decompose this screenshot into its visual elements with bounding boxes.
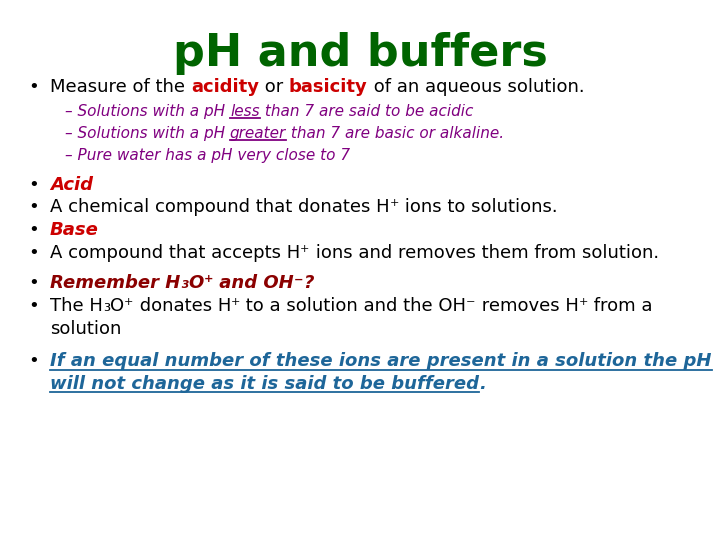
Text: less: less [230,104,260,119]
Text: •: • [28,274,39,292]
Text: will not change as it is said to be buffered: will not change as it is said to be buff… [50,375,479,393]
Text: basicity: basicity [289,78,367,96]
Text: ions and removes them from solution.: ions and removes them from solution. [310,244,659,262]
Text: or: or [258,78,289,96]
Text: than 7 are basic or alkaline.: than 7 are basic or alkaline. [287,126,505,141]
Text: solution: solution [50,320,122,338]
Text: of an aqueous solution.: of an aqueous solution. [367,78,584,96]
Text: ₃: ₃ [103,297,110,315]
Text: pH and buffers: pH and buffers [173,32,547,76]
Text: O: O [110,297,124,315]
Text: Acid: Acid [50,176,93,193]
Text: ⁺: ⁺ [231,297,240,315]
Text: donates H: donates H [133,297,231,315]
Text: removes H: removes H [476,297,579,315]
Text: •: • [28,221,39,239]
Text: from a: from a [588,297,652,315]
Text: •: • [28,352,39,370]
Text: ?: ? [303,274,314,292]
Text: •: • [28,198,39,216]
Text: ⁺: ⁺ [204,274,213,292]
Text: If an equal number of these ions are present in a solution the pH: If an equal number of these ions are pre… [50,352,711,370]
Text: .: . [479,375,486,393]
Text: A compound that accepts H: A compound that accepts H [50,244,300,262]
Text: Base: Base [50,221,99,239]
Text: O: O [188,274,204,292]
Text: ⁺: ⁺ [124,297,133,315]
Text: •: • [28,78,39,96]
Text: ⁻: ⁻ [294,274,303,292]
Text: greater: greater [230,126,287,141]
Text: Remember H: Remember H [50,274,181,292]
Text: – Solutions with a pH: – Solutions with a pH [65,104,230,119]
Text: ₃: ₃ [181,274,188,292]
Text: ⁺: ⁺ [579,297,588,315]
Text: ⁺: ⁺ [300,244,310,262]
Text: The H: The H [50,297,103,315]
Text: Measure of the: Measure of the [50,78,191,96]
Text: ions to solutions.: ions to solutions. [399,198,557,216]
Text: – Solutions with a pH: – Solutions with a pH [65,126,230,141]
Text: •: • [28,244,39,262]
Text: than 7 are said to be acidic: than 7 are said to be acidic [260,104,473,119]
Text: to a solution and the OH: to a solution and the OH [240,297,467,315]
Text: – Pure water has a pH very close to 7: – Pure water has a pH very close to 7 [65,148,350,163]
Text: ⁻: ⁻ [467,297,476,315]
Text: and OH: and OH [213,274,294,292]
Text: •: • [28,176,39,193]
Text: ⁺: ⁺ [390,198,399,216]
Text: acidity: acidity [191,78,258,96]
Text: •: • [28,297,39,315]
Text: A chemical compound that donates H: A chemical compound that donates H [50,198,390,216]
